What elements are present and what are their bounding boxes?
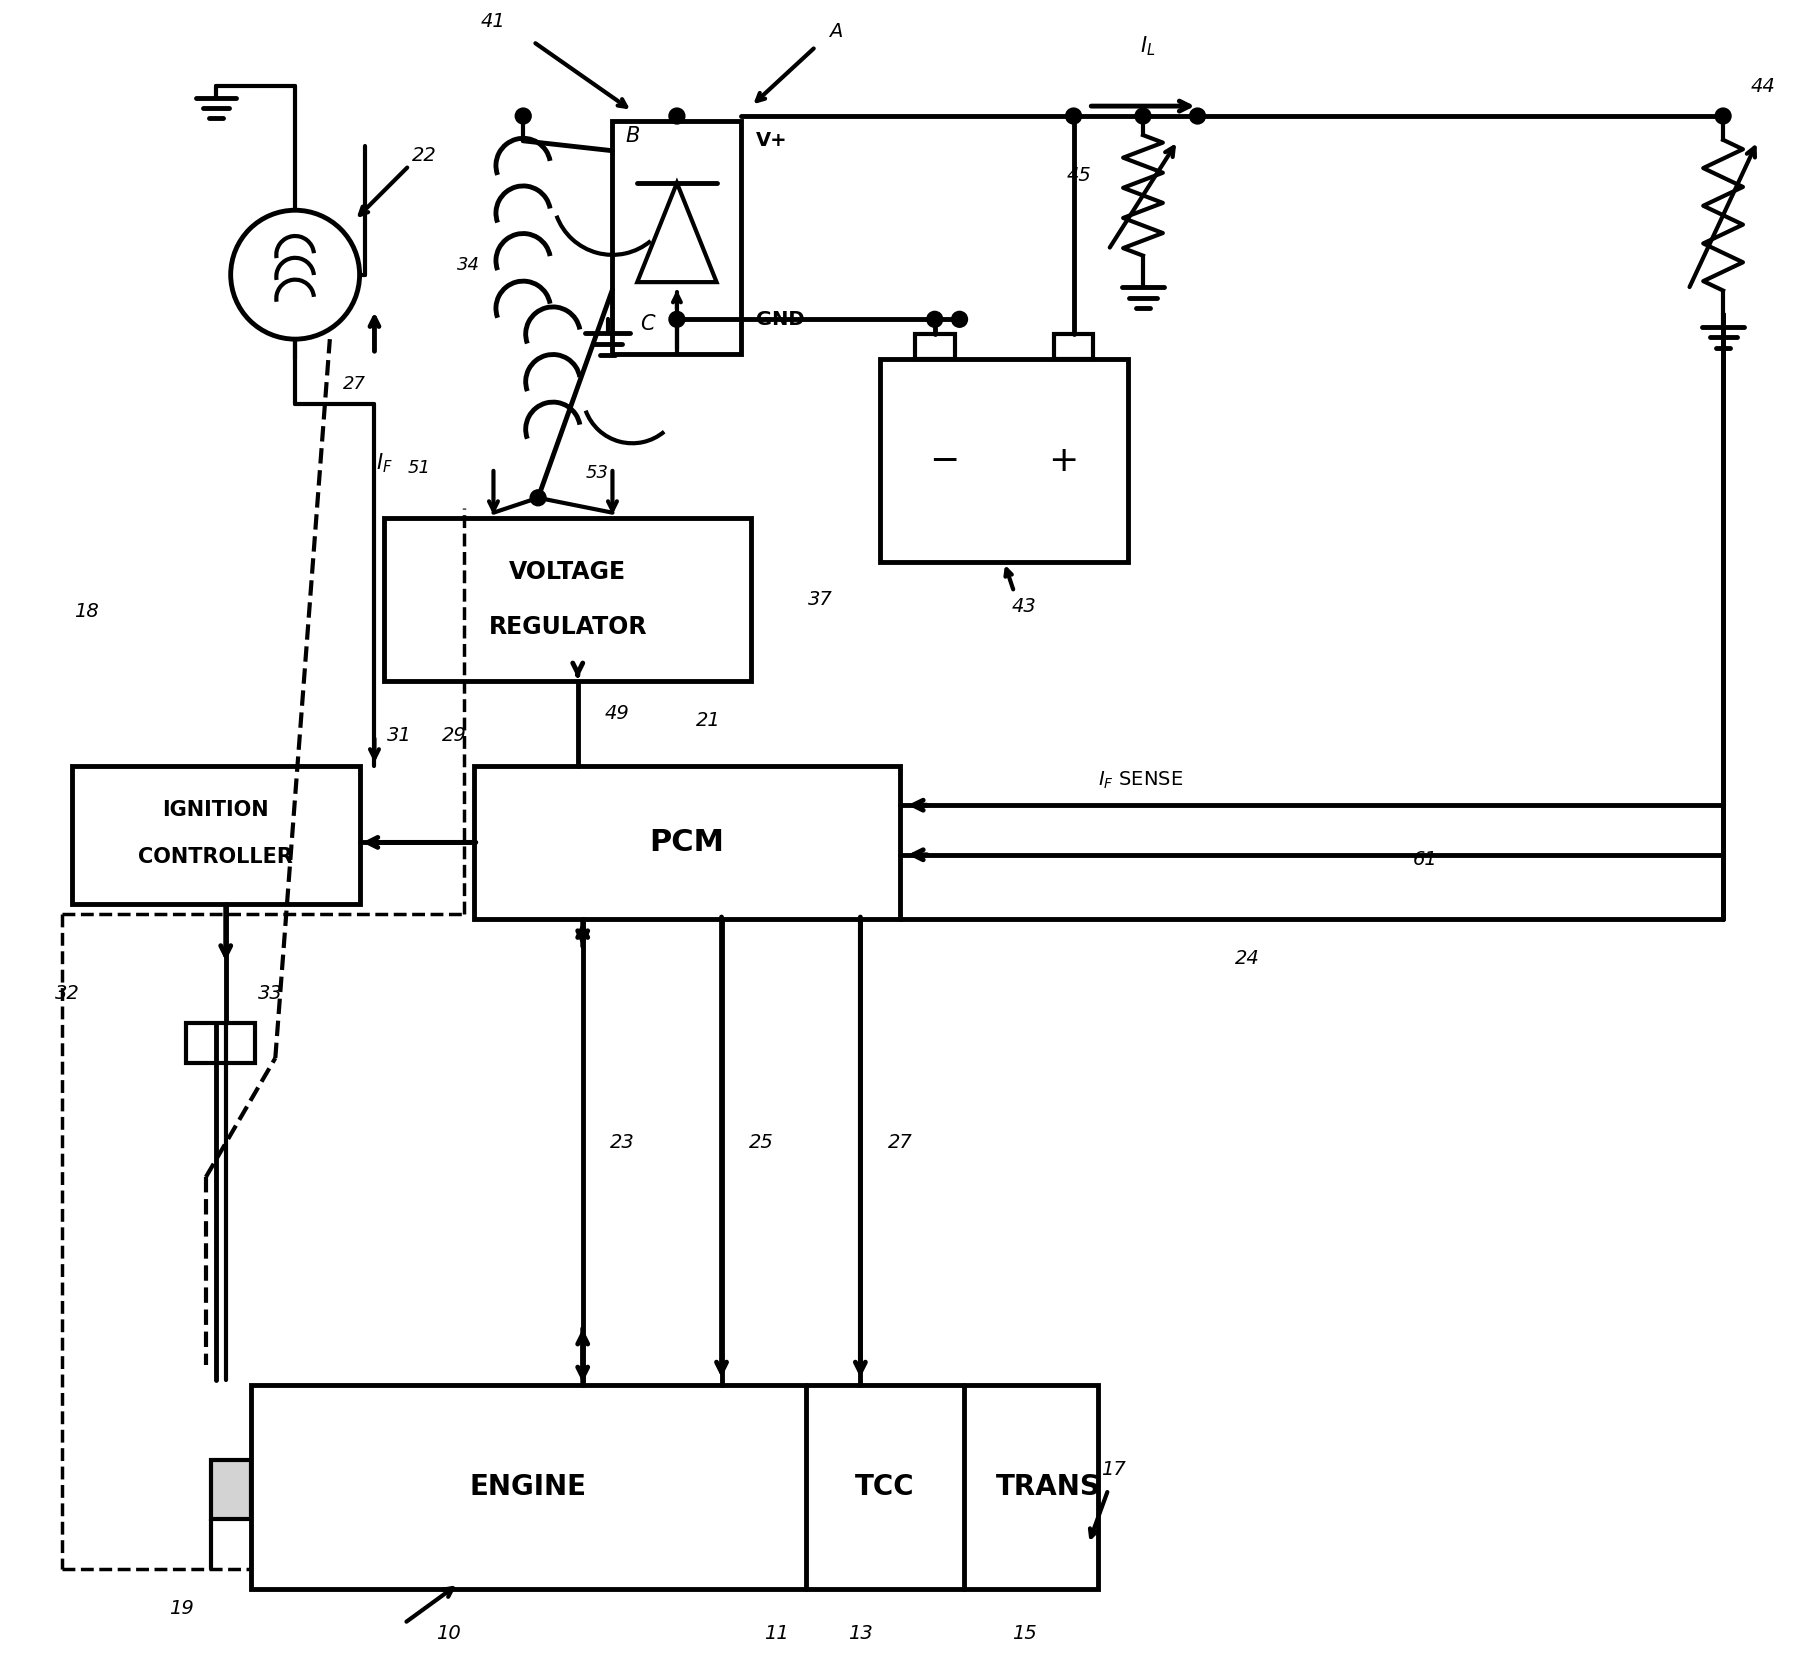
Text: 10: 10 [435,1623,461,1643]
Bar [914,334,954,359]
Circle shape [1064,108,1081,124]
Circle shape [515,108,531,124]
Polygon shape [211,1459,251,1519]
Text: 17: 17 [1100,1461,1126,1479]
Text: 24: 24 [1234,950,1259,968]
Bar [1053,334,1093,359]
Circle shape [1189,108,1205,124]
Circle shape [1715,108,1729,124]
Text: 45: 45 [1066,166,1090,184]
Text: C: C [640,314,654,334]
Text: −: − [929,443,960,478]
Circle shape [1135,108,1151,124]
Text: 51: 51 [407,460,430,476]
Text: 22: 22 [412,146,435,166]
Text: 44: 44 [1749,76,1774,96]
Text: 33: 33 [258,984,282,1003]
Text: 21: 21 [696,712,721,730]
Text: 25: 25 [748,1132,773,1152]
Text: IGNITION: IGNITION [163,800,269,820]
Text: 43: 43 [1012,598,1035,616]
Text: 13: 13 [847,1623,873,1643]
Circle shape [529,490,546,506]
Text: 31: 31 [387,727,412,745]
Text: 41: 41 [481,12,506,32]
Text: PCM: PCM [649,828,725,857]
Text: 11: 11 [763,1623,788,1643]
Bar [251,1386,1099,1589]
Text: B: B [625,126,640,146]
Bar [880,359,1128,563]
Text: 19: 19 [168,1599,193,1618]
Circle shape [927,312,941,327]
Text: GND: GND [755,310,804,329]
Bar [72,765,360,905]
Text: 18: 18 [74,603,99,621]
Text: 29: 29 [441,727,466,745]
Text: 34: 34 [457,256,481,274]
Circle shape [669,312,685,327]
Text: 23: 23 [609,1132,634,1152]
Text: 37: 37 [808,589,833,609]
Text: TRANS: TRANS [996,1472,1100,1501]
Circle shape [950,312,967,327]
Text: $I_F$: $I_F$ [376,452,392,475]
Text: TCC: TCC [855,1472,914,1501]
Text: CONTROLLER: CONTROLLER [139,847,293,867]
Text: ENGINE: ENGINE [470,1472,585,1501]
Text: +: + [1048,443,1079,478]
Text: REGULATOR: REGULATOR [488,616,647,639]
Text: $I_L$: $I_L$ [1140,35,1155,58]
Text: $I_F$ SENSE: $I_F$ SENSE [1099,770,1184,792]
Text: 27: 27 [887,1132,913,1152]
Text: V+: V+ [755,131,788,151]
Bar [186,1023,255,1062]
Bar [473,765,900,920]
Bar [613,121,741,354]
Text: 49: 49 [605,704,629,724]
Text: 61: 61 [1413,850,1437,870]
Text: 15: 15 [1012,1623,1035,1643]
Text: 32: 32 [54,984,80,1003]
Text: VOLTAGE: VOLTAGE [510,559,625,584]
Circle shape [669,108,685,124]
Text: A: A [828,22,842,42]
Text: 27: 27 [343,375,367,393]
Text: 53: 53 [585,465,609,481]
Bar [385,518,752,681]
